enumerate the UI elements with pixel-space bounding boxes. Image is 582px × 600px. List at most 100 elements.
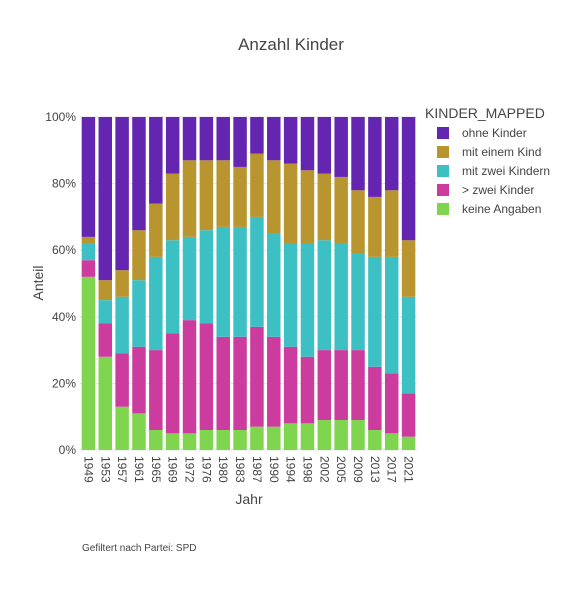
x-tick-label: 2013 — [368, 456, 382, 483]
bar-segment — [401, 117, 416, 241]
bar-segment — [267, 233, 281, 337]
x-tick-label: 1949 — [81, 456, 95, 483]
x-tick-label: 1980 — [216, 456, 230, 483]
bar-segment — [216, 336, 230, 431]
bar-segment — [368, 196, 382, 257]
legend-title: KINDER_MAPPED — [425, 105, 545, 121]
y-tick-label: 20% — [52, 376, 76, 390]
bar-segment — [182, 236, 197, 321]
x-tick-label: 2009 — [351, 456, 365, 483]
y-tick-label: 0% — [59, 443, 77, 457]
bar-segment — [401, 296, 416, 394]
bar-segment — [132, 117, 146, 231]
gridlines — [80, 116, 417, 451]
y-axis-title: Anteil — [30, 265, 46, 300]
bar-segment — [283, 163, 298, 244]
bar-segment — [132, 346, 146, 414]
bar-segment — [334, 243, 348, 351]
bar-segment — [300, 170, 315, 244]
bar-segment — [351, 420, 365, 450]
x-tick-label: 1994 — [284, 456, 298, 483]
bar-segment — [165, 173, 180, 241]
legend-label: > zwei Kinder — [462, 183, 534, 197]
bar-segment — [401, 240, 416, 297]
y-tick-label: 60% — [52, 243, 76, 257]
bar-segment — [250, 326, 264, 427]
bar-segment — [216, 226, 230, 337]
bar-segment — [149, 350, 163, 431]
y-axis-ticks: 0% 20% 40% 60% 80% 100% — [45, 110, 76, 457]
bar-segment — [334, 176, 348, 244]
bar-segment — [115, 270, 129, 297]
x-tick-label: 1961 — [132, 456, 146, 483]
x-tick-label: 1987 — [250, 456, 264, 483]
bar-segment — [368, 430, 382, 450]
bar-segment — [149, 117, 163, 204]
bar-segment — [149, 430, 163, 450]
x-tick-label: 1969 — [166, 456, 180, 483]
bar-segment — [81, 236, 96, 244]
bar-segment — [216, 117, 230, 161]
x-tick-label: 2017 — [385, 456, 399, 483]
bar-segment — [351, 117, 365, 191]
legend-label: keine Angaben — [462, 202, 541, 216]
bar-segment — [250, 153, 264, 217]
bar-segment — [300, 423, 315, 450]
bar-segment — [401, 436, 416, 450]
bar-segment — [182, 160, 197, 237]
bar-segment — [199, 430, 214, 450]
x-tick-label: 1957 — [115, 456, 129, 483]
bar-segment — [149, 256, 163, 351]
bar-segment — [233, 226, 247, 337]
bar-segment — [233, 117, 247, 167]
bar-segment — [165, 117, 180, 174]
bar-segment — [149, 203, 163, 257]
x-tick-label: 1965 — [149, 456, 163, 483]
chart-title: Anzahl Kinder — [238, 35, 344, 54]
bar-segment — [165, 333, 180, 434]
bar-segment — [165, 240, 180, 334]
bar-segment — [267, 117, 281, 161]
x-tick-label: 1983 — [233, 456, 247, 483]
legend-swatch — [437, 146, 449, 158]
legend-swatch — [437, 127, 449, 139]
x-tick-label: 2021 — [402, 456, 416, 483]
bar-segment — [267, 336, 281, 427]
bar-segment — [384, 433, 399, 450]
bar-segment — [267, 160, 281, 234]
bar-segment — [384, 373, 399, 434]
bar-segment — [98, 356, 113, 450]
bar-segment — [283, 346, 298, 424]
bar-segment — [351, 190, 365, 254]
bar-segment — [384, 190, 399, 257]
bar-segment — [334, 350, 348, 421]
bar-segment — [317, 240, 332, 351]
bar-segment — [250, 117, 264, 154]
bars — [81, 117, 416, 450]
bar-segment — [384, 117, 399, 191]
bar-segment — [300, 356, 315, 424]
x-tick-label: 1976 — [199, 456, 213, 483]
bar-segment — [351, 253, 365, 351]
bar-segment — [216, 430, 230, 450]
bar-segment — [199, 117, 214, 161]
bar-segment — [317, 420, 332, 450]
bar-segment — [267, 426, 281, 450]
bar-segment — [250, 216, 264, 327]
bar-segment — [115, 296, 129, 354]
x-tick-label: 2002 — [317, 456, 331, 483]
bar-segment — [334, 420, 348, 450]
bar-segment — [182, 117, 197, 161]
bar-segment — [132, 413, 146, 450]
legend-swatch — [437, 184, 449, 196]
legend-swatch — [437, 165, 449, 177]
bar-segment — [233, 166, 247, 227]
x-tick-label: 1998 — [300, 456, 314, 483]
x-tick-label: 1953 — [98, 456, 112, 483]
bar-segment — [283, 117, 298, 164]
y-tick-label: 80% — [52, 177, 76, 191]
bar-segment — [98, 300, 113, 324]
bar-segment — [351, 350, 365, 421]
bar-segment — [81, 243, 96, 261]
